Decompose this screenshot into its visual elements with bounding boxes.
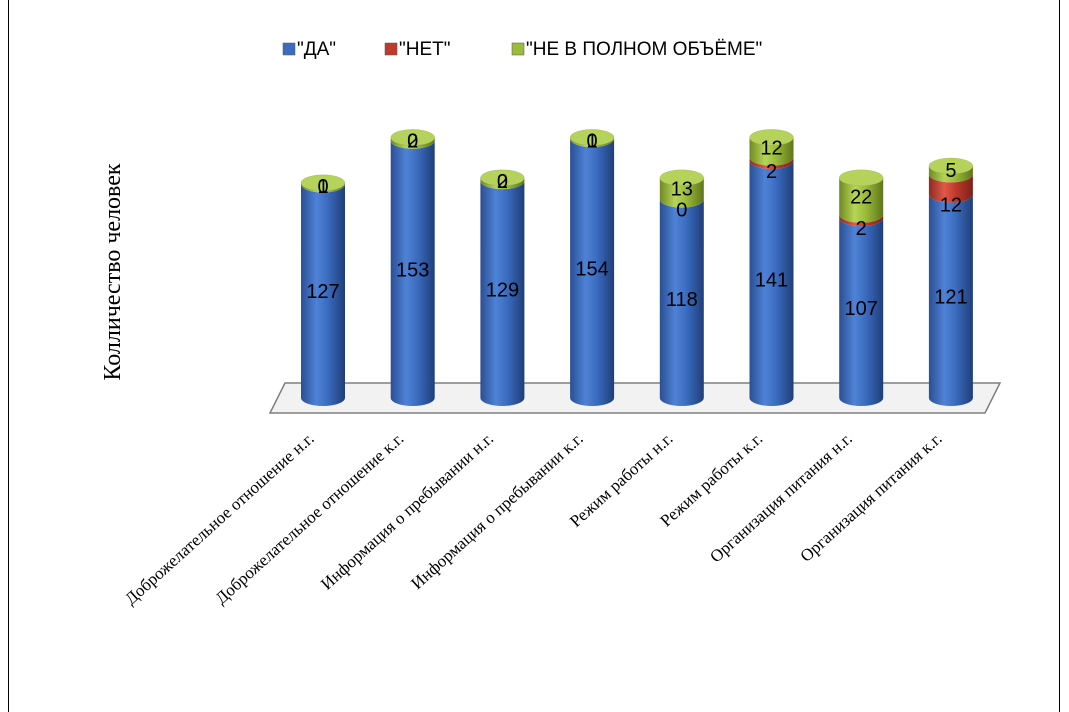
chart-floor bbox=[268, 382, 1002, 414]
bar-top-2 bbox=[390, 129, 435, 146]
data-label-partial-6: 12 bbox=[760, 138, 782, 160]
bar-group-3 bbox=[480, 169, 525, 407]
bar-da-5 bbox=[659, 199, 704, 406]
legend-label-da: "ДА" bbox=[297, 39, 336, 60]
bar-group-5 bbox=[659, 169, 705, 406]
bar-da-4 bbox=[570, 139, 615, 406]
data-label-partial-5: 13 bbox=[671, 179, 693, 201]
bar-da-2 bbox=[390, 140, 435, 406]
legend-label-net: "НЕТ" bbox=[399, 39, 451, 60]
data-label-net-5: 0 bbox=[676, 200, 687, 222]
bar-partial-7 bbox=[839, 177, 884, 223]
data-label-da-4: 154 bbox=[575, 259, 608, 281]
bar-net-6 bbox=[749, 157, 794, 169]
legend-label-partial: "НЕ В ПОЛНОМ ОБЪЁМЕ" bbox=[526, 39, 762, 60]
legend-swatch-da bbox=[282, 42, 296, 56]
category-label-4: Информация о пребывании к.г. bbox=[407, 429, 586, 593]
bar-group-2 bbox=[390, 129, 435, 406]
bar-top-6 bbox=[749, 129, 794, 146]
data-label-partial-7: 22 bbox=[850, 186, 872, 208]
bar-da-1 bbox=[301, 184, 346, 406]
bar-partial-4 bbox=[570, 137, 615, 148]
data-labels: 1270115302129021540111813014112210722212… bbox=[306, 130, 967, 320]
bar-top-7 bbox=[838, 169, 884, 187]
category-labels: Доброжелательное отношение н.г.Доброжела… bbox=[121, 429, 945, 609]
bars-group bbox=[300, 129, 974, 407]
bar-group-4 bbox=[569, 129, 615, 406]
bar-partial-2 bbox=[390, 137, 435, 149]
bar-da-6 bbox=[749, 160, 794, 406]
bar-partial-6 bbox=[749, 137, 794, 166]
bar-top-8 bbox=[928, 157, 974, 175]
bar-partial-1 bbox=[301, 182, 346, 193]
category-label-7: Организация питания н.г. bbox=[706, 429, 856, 566]
bar-net-8 bbox=[928, 174, 973, 203]
bar-da-7 bbox=[839, 218, 884, 406]
data-label-net-4: 0 bbox=[587, 130, 598, 152]
data-label-partial-1: 1 bbox=[317, 176, 328, 198]
bar-partial-5 bbox=[659, 177, 704, 208]
data-label-da-6: 141 bbox=[755, 269, 788, 291]
category-label-1: Доброжелательное отношение н.г. bbox=[121, 429, 318, 609]
data-label-da-8: 121 bbox=[934, 286, 967, 308]
bar-group-8 bbox=[928, 157, 974, 406]
y-axis-label: Колличество человек bbox=[100, 163, 126, 380]
bar-da-3 bbox=[480, 181, 525, 407]
category-label-8: Организация питания к.г. bbox=[797, 429, 946, 566]
data-label-partial-3: 2 bbox=[497, 171, 508, 193]
data-label-da-5: 118 bbox=[666, 289, 698, 311]
legend: "ДА" "НЕТ" "НЕ В ПОЛНОМ ОБЪЁМЕ" bbox=[282, 39, 762, 60]
legend-swatch-partial bbox=[511, 42, 525, 56]
category-label-3: Информация о пребывании н.г. bbox=[317, 429, 497, 594]
bar-group-6 bbox=[749, 129, 794, 406]
data-label-da-2: 153 bbox=[396, 259, 429, 281]
bar-partial-3 bbox=[480, 177, 525, 190]
data-label-partial-8: 5 bbox=[945, 160, 956, 182]
category-label-2: Доброжелательное отношение к.г. bbox=[211, 429, 407, 608]
bar-top-1 bbox=[300, 174, 346, 192]
data-label-partial-4: 1 bbox=[587, 130, 598, 152]
bar-net-7 bbox=[839, 214, 884, 227]
data-label-net-6: 2 bbox=[766, 161, 777, 183]
bar-da-8 bbox=[928, 194, 973, 406]
data-label-net-7: 2 bbox=[856, 218, 867, 240]
data-label-net-3: 0 bbox=[497, 171, 508, 193]
bar-top-4 bbox=[569, 129, 615, 146]
data-label-net-2: 0 bbox=[407, 130, 418, 152]
data-label-partial-2: 2 bbox=[407, 130, 418, 152]
data-label-net-1: 0 bbox=[317, 176, 328, 198]
data-label-net-8: 12 bbox=[940, 195, 962, 217]
bar-top-3 bbox=[480, 169, 525, 187]
bar-partial-8 bbox=[928, 165, 973, 183]
bar-top-5 bbox=[659, 169, 705, 187]
legend-swatch-net bbox=[384, 42, 398, 56]
data-label-da-1: 127 bbox=[306, 281, 339, 303]
data-label-da-3: 129 bbox=[486, 280, 519, 302]
frame-border bbox=[8, 0, 1060, 712]
data-label-da-7: 107 bbox=[845, 298, 878, 320]
bar-group-7 bbox=[838, 169, 884, 406]
bar-group-1 bbox=[300, 174, 346, 406]
